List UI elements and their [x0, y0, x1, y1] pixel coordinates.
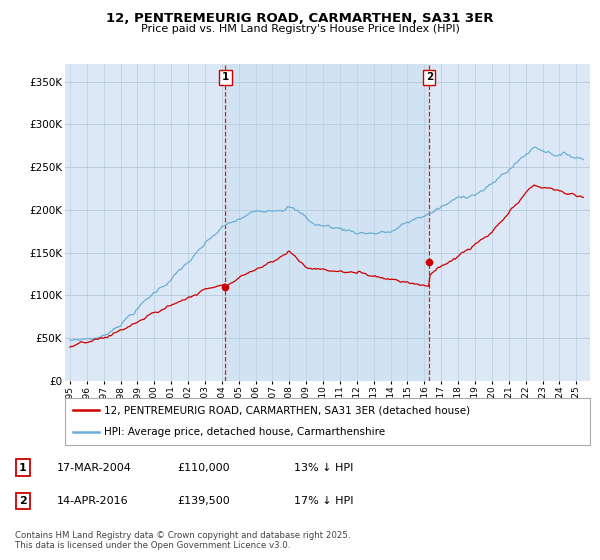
Bar: [226, 64, 429, 381]
Text: HPI: Average price, detached house, Carmarthenshire: HPI: Average price, detached house, Carm…: [104, 427, 385, 437]
Text: 14-APR-2016: 14-APR-2016: [57, 496, 128, 506]
Text: 17-MAR-2004: 17-MAR-2004: [57, 463, 132, 473]
Text: Price paid vs. HM Land Registry's House Price Index (HPI): Price paid vs. HM Land Registry's House …: [140, 24, 460, 34]
Text: 12, PENTREMEURIG ROAD, CARMARTHEN, SA31 3ER (detached house): 12, PENTREMEURIG ROAD, CARMARTHEN, SA31 …: [104, 405, 470, 416]
Text: 1: 1: [222, 72, 229, 82]
Text: £139,500: £139,500: [177, 496, 230, 506]
Text: 12, PENTREMEURIG ROAD, CARMARTHEN, SA31 3ER: 12, PENTREMEURIG ROAD, CARMARTHEN, SA31 …: [106, 12, 494, 25]
Text: 17% ↓ HPI: 17% ↓ HPI: [294, 496, 353, 506]
Text: 2: 2: [19, 496, 26, 506]
Text: 1: 1: [19, 463, 26, 473]
Text: Contains HM Land Registry data © Crown copyright and database right 2025.
This d: Contains HM Land Registry data © Crown c…: [15, 530, 350, 550]
Text: £110,000: £110,000: [177, 463, 230, 473]
Text: 13% ↓ HPI: 13% ↓ HPI: [294, 463, 353, 473]
Text: 2: 2: [425, 72, 433, 82]
